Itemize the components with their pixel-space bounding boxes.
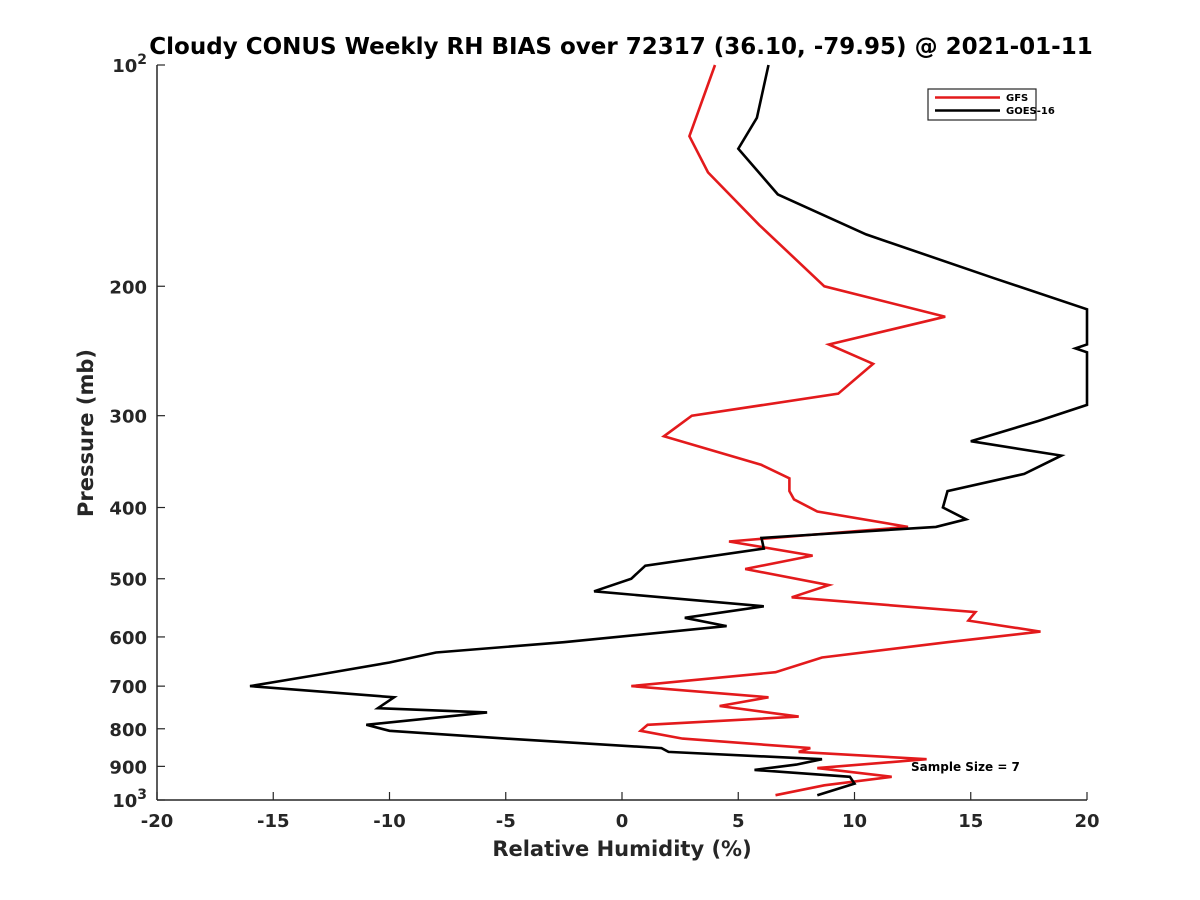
x-tick-label: -10 (373, 811, 406, 832)
y-tick-label: 103 (112, 787, 147, 812)
chart-title: Cloudy CONUS Weekly RH BIAS over 72317 (… (149, 34, 1092, 60)
y-tick-label: 300 (109, 407, 147, 428)
y-tick-label: 900 (109, 757, 147, 778)
x-tick-label: 15 (958, 811, 983, 832)
y-tick-label: 700 (109, 677, 147, 698)
x-tick-label: 10 (842, 811, 867, 832)
x-tick-label: -20 (141, 811, 174, 832)
x-ticks: -20 -15 -10 -5 0 5 10 15 20 (141, 792, 1100, 832)
sample-size-annotation: Sample Size = 7 (911, 760, 1020, 774)
x-tick-label: -15 (257, 811, 290, 832)
legend-label-goes16: GOES-16 (1006, 106, 1055, 117)
y-tick-label: 400 (109, 499, 147, 520)
y-axis-label: Pressure (mb) (74, 349, 98, 517)
legend-label-gfs: GFS (1006, 93, 1028, 104)
series-layer (249, 64, 1089, 797)
y-tick-label: 600 (109, 628, 147, 649)
series-line-gfs (631, 64, 1041, 797)
x-tick-label: 20 (1074, 811, 1099, 832)
x-tick-label: 0 (616, 811, 629, 832)
y-ticks: 102 200 300 400 500 600 700 800 900 103 (109, 52, 165, 812)
y-tick-label: 102 (112, 52, 147, 77)
legend-box (927, 88, 1037, 121)
x-axis-label: Relative Humidity (%) (492, 837, 751, 861)
series-line-goes16 (249, 64, 1089, 797)
y-tick-label: 200 (109, 277, 147, 298)
x-tick-label: -5 (496, 811, 516, 832)
y-tick-label: 500 (109, 570, 147, 591)
legend: GFS GOES-16 (927, 88, 1055, 121)
y-tick-label: 800 (109, 720, 147, 741)
x-tick-label: 5 (732, 811, 745, 832)
